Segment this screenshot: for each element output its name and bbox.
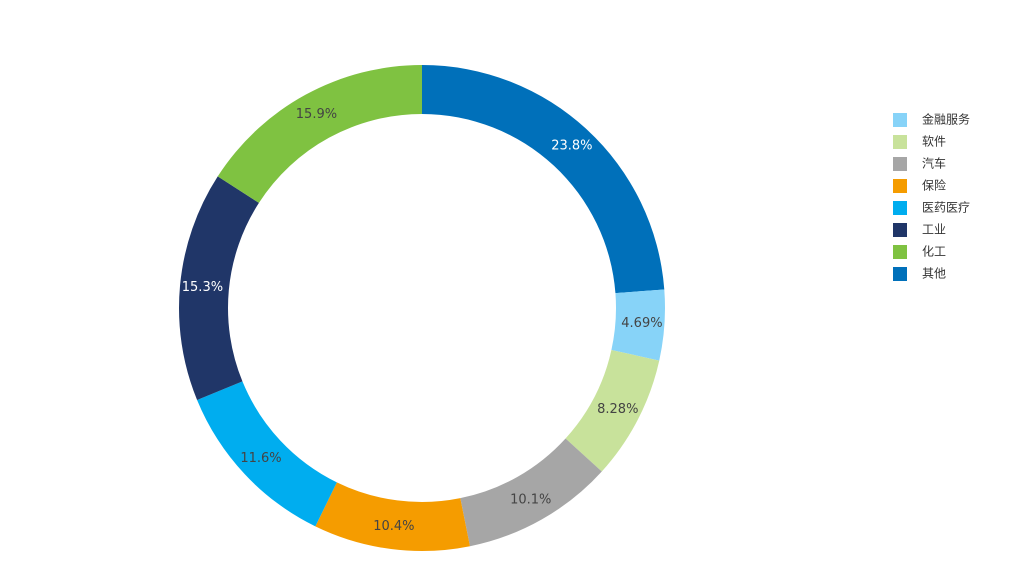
legend-swatch <box>893 179 907 193</box>
legend-label: 保险 <box>922 178 946 193</box>
legend-label: 医药医疗 <box>922 201 970 215</box>
donut-slice <box>217 64 422 203</box>
data-label: 11.6% <box>240 451 281 466</box>
legend-swatch <box>893 201 907 215</box>
legend-label: 其他 <box>922 267 946 281</box>
legend-swatch <box>893 113 907 127</box>
data-label: 23.8% <box>551 139 592 154</box>
data-label: 10.1% <box>510 492 551 507</box>
data-label: 15.9% <box>296 107 337 122</box>
donut-slice <box>178 176 259 400</box>
data-label: 10.4% <box>373 519 414 534</box>
data-label: 8.28% <box>597 402 638 417</box>
data-label: 4.69% <box>621 316 662 331</box>
donut-slice <box>422 65 665 294</box>
legend-label: 工业 <box>922 223 946 237</box>
legend-swatch <box>893 157 907 171</box>
legend-label: 化工 <box>922 245 946 259</box>
donut-slice <box>315 482 470 552</box>
donut-slice <box>460 438 602 547</box>
donut-slice <box>197 381 337 527</box>
legend-swatch <box>893 223 907 237</box>
legend-swatch <box>893 135 907 149</box>
donut-slice <box>565 349 660 472</box>
legend-label: 汽车 <box>922 156 946 171</box>
donut-slice <box>611 289 665 361</box>
legend-label: 金融服务 <box>922 112 970 127</box>
legend-swatch <box>893 267 907 281</box>
legend-swatch <box>893 245 907 259</box>
legend-label: 软件 <box>922 135 946 149</box>
data-label: 15.3% <box>182 280 223 295</box>
